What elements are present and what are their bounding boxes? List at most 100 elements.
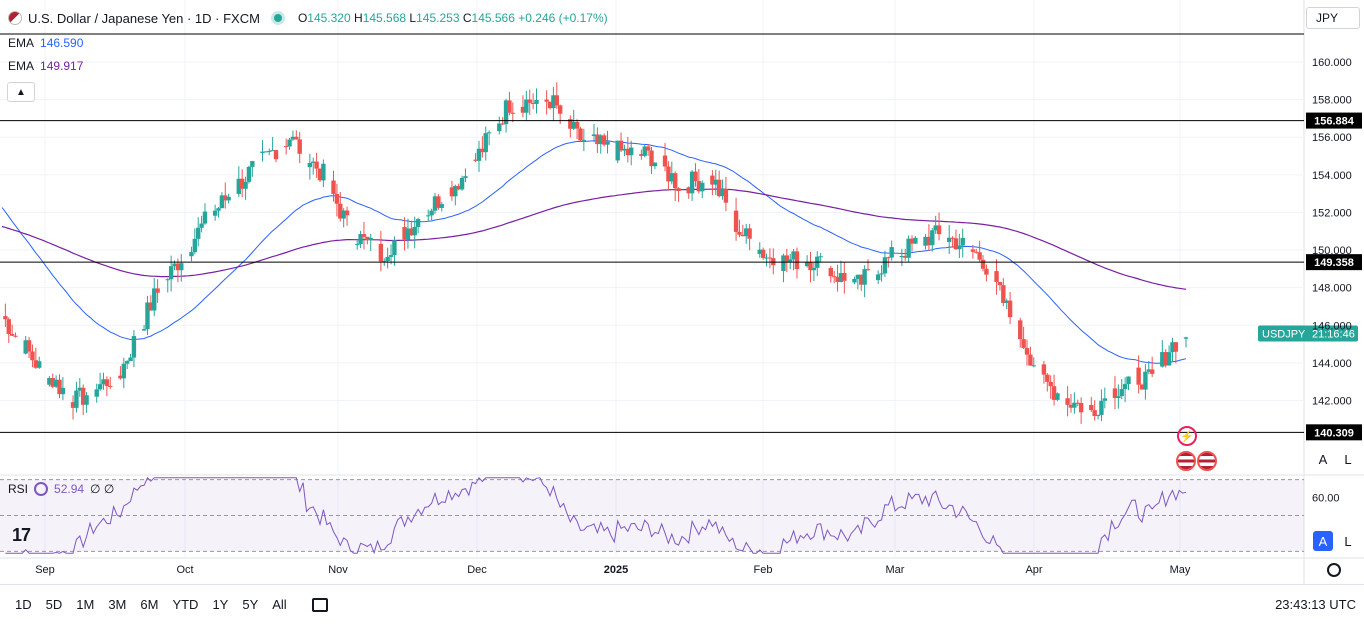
candle-body [486,132,492,134]
candle-body [314,161,319,169]
price-tick-label: 160.000 [1312,57,1352,69]
candle-body [260,151,265,153]
symbol-tag: USDJPY [1262,328,1306,340]
range-6m[interactable]: 6M [140,597,159,612]
candle-body [97,384,103,390]
candle-body [250,161,255,167]
candle-body [1122,384,1128,390]
candle-body [243,181,248,189]
candle-body [1095,414,1101,416]
candle-body [740,234,746,237]
candle-body [1068,404,1074,408]
event-lightning-icon[interactable]: ⚡ [1177,426,1197,446]
level-label-bg [1306,254,1362,271]
candle-body [199,223,204,228]
candle-body [598,135,603,145]
candle-body [629,147,634,156]
candle-body [226,196,231,201]
candle-body [270,150,275,152]
candle-body [1170,342,1175,353]
candle-body [1051,386,1057,400]
candle-body [124,361,130,364]
range-5d[interactable]: 5D [45,597,63,612]
candle-body [108,385,113,387]
range-1y[interactable]: 1Y [212,597,229,612]
rsi-auto-scale-button[interactable]: A [1313,531,1333,551]
range-1m[interactable]: 1M [76,597,95,612]
candle-body [947,237,952,242]
candle-body [591,134,597,136]
candle-body [744,228,749,237]
us-event-flag-icon-2[interactable] [1197,451,1217,471]
candle-body [804,262,810,267]
time-tick-label: May [1170,564,1191,576]
symbol-title[interactable]: U.S. Dollar / Japanese Yen · 1D · FXCM [28,10,260,26]
candle-body [70,402,76,408]
candle-body [1001,285,1006,303]
candle-body [74,390,79,408]
candle-body [835,277,840,282]
candle-body [480,148,485,153]
log-scale-button[interactable]: L [1344,451,1352,467]
candle-body [60,387,66,395]
ema2-legend[interactable]: EMA 149.917 [8,59,84,73]
tradingview-logo-icon[interactable]: 17 [12,525,31,545]
candle-body [1007,300,1013,318]
range-all[interactable]: All [272,597,287,612]
candle-body [334,194,340,204]
candle-body [723,189,729,203]
candle-body [855,274,861,279]
candle-body [385,256,390,262]
candle-body [767,257,773,259]
candle-body [818,256,823,258]
currency-selector[interactable]: JPY [1306,7,1360,29]
time-tick-label: Nov [328,564,348,576]
candle-body [970,249,976,252]
candle-body [693,171,698,182]
range-ytd[interactable]: YTD [172,597,199,612]
candle-body [94,389,99,397]
candle-body [652,162,658,167]
rsi-legend[interactable]: RSI 52.94 ∅ ∅ [8,482,115,496]
collapse-legend-button[interactable]: ▲ [7,82,35,102]
candle-body [453,185,458,197]
axes: 142.000 144.000 146.000 148.000 150.000 152.0… [35,57,1352,576]
candle-body [605,141,610,145]
candle-body [838,273,844,282]
candle-body [13,335,18,337]
candle-body [527,99,532,103]
candle-body [1112,388,1118,399]
horizontal-lines: 156.884 149.358 140.309 USDJPY 21:16:46 [0,33,1362,441]
calendar-icon[interactable] [311,597,328,612]
rsi-value: 52.94 [54,482,85,496]
candle-body [649,150,654,167]
us-event-flag-icon[interactable] [1176,451,1196,471]
gear-icon[interactable] [1327,563,1341,577]
countdown-tag: 21:16:46 [1312,328,1355,340]
candle-body [828,268,833,277]
range-5y[interactable]: 5Y [242,597,259,612]
price-tick-label: 152.000 [1312,207,1352,219]
candle-body [141,329,147,331]
range-3m[interactable]: 3M [108,597,127,612]
rsi-log-scale-button[interactable]: L [1344,533,1352,549]
candle-body [601,135,607,145]
auto-scale-button[interactable]: A [1318,451,1328,467]
range-1d[interactable]: 1D [15,597,32,612]
candle-body [53,379,59,387]
clock[interactable]: 23:43:13 UTC [1275,597,1356,612]
candle-body [1139,384,1145,390]
candle-body [1149,369,1155,374]
candle-body [672,173,678,189]
candle-body [104,379,110,386]
candle-body [192,238,198,253]
candle-body [267,150,272,152]
candle-body [913,237,918,244]
candle-body [950,237,955,239]
candle-body [1078,402,1084,413]
price-tick-label: 150.000 [1312,245,1352,257]
last-price-tag-bg [1258,325,1358,342]
candle-body [639,154,644,156]
ema1-legend[interactable]: EMA 146.590 [8,36,84,50]
